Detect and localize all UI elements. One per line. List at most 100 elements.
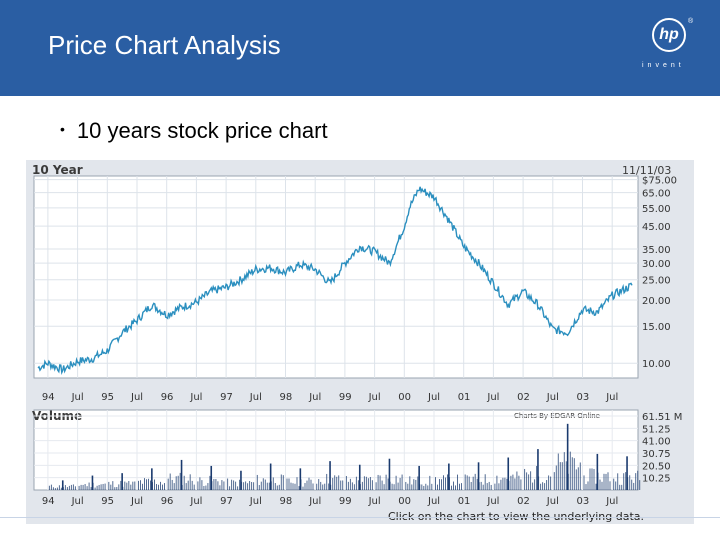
price-x-tick-label: 01	[458, 392, 471, 403]
volume-bar	[512, 474, 514, 490]
volume-y-tick-label: 30.75	[642, 449, 671, 460]
volume-bar	[185, 483, 187, 490]
volume-bar	[443, 475, 444, 490]
volume-bar	[389, 481, 391, 490]
volume-bar	[415, 479, 417, 490]
price-x-tick-label: 97	[220, 392, 233, 403]
hp-logo: hp ® invent	[638, 18, 700, 78]
volume-bar	[298, 486, 300, 490]
volume-x-tick-label: 03	[577, 496, 590, 507]
volume-bar	[621, 484, 623, 490]
volume-x-tick-label: 96	[161, 496, 174, 507]
volume-bar	[264, 479, 266, 490]
volume-bar	[486, 483, 488, 490]
volume-x-tick-label: Jul	[546, 496, 559, 507]
volume-bar	[405, 481, 407, 490]
volume-bar	[528, 474, 530, 490]
volume-bar	[626, 456, 628, 490]
volume-bar	[466, 475, 468, 490]
volume-bar	[146, 479, 147, 490]
price-x-tick-label: 94	[42, 392, 55, 403]
price-y-tick-label: 35.00	[642, 245, 671, 256]
volume-bar	[425, 483, 427, 490]
volume-bar	[369, 477, 371, 490]
volume-bar	[550, 476, 552, 490]
volume-bar	[407, 483, 409, 490]
volume-bar	[171, 479, 173, 490]
volume-bar	[310, 479, 312, 490]
volume-bar	[599, 479, 601, 490]
volume-bar	[575, 469, 577, 490]
price-chart-date: 11/11/03	[622, 164, 671, 177]
volume-bar	[367, 478, 369, 490]
hp-logo-mark: hp	[652, 18, 686, 52]
volume-bar	[474, 473, 476, 490]
volume-bar	[418, 465, 420, 490]
volume-bar	[241, 481, 243, 490]
price-x-tick-label: 98	[280, 392, 293, 403]
volume-x-tick-label: Jul	[130, 496, 143, 507]
volume-bar	[162, 484, 163, 490]
volume-bar	[150, 480, 151, 490]
volume-bar	[482, 484, 484, 490]
volume-bar	[240, 470, 242, 490]
volume-bar	[585, 484, 587, 490]
volume-bar	[605, 473, 607, 490]
stock-chart[interactable]: 10 Year 11/11/03 $75.00 65.00 55.00 45.00 35.0…	[26, 160, 694, 524]
volume-bar	[526, 472, 528, 490]
volume-bar	[269, 463, 272, 490]
volume-bar	[88, 482, 90, 490]
volume-x-tick-label: Jul	[71, 496, 84, 507]
volume-bar	[349, 478, 351, 490]
volume-bar	[130, 484, 132, 490]
volume-x-tick-label: 97	[220, 496, 233, 507]
volume-bar	[62, 487, 64, 490]
volume-bar	[397, 482, 399, 490]
volume-x-tick-label: Jul	[368, 496, 381, 507]
volume-bar	[546, 480, 548, 490]
volume-bar	[120, 480, 122, 490]
volume-bar	[223, 481, 225, 490]
price-x-tick-label: Jul	[427, 392, 440, 403]
volume-bar	[347, 481, 349, 490]
stock-chart-svg[interactable]: 10 Year 11/11/03$75.00 65.00 55.00 45.00 35.0…	[26, 160, 694, 524]
volume-bar	[447, 474, 448, 490]
price-x-tick-label: Jul	[486, 392, 499, 403]
volume-bar	[449, 477, 450, 490]
volume-bar	[86, 486, 88, 490]
volume-bar	[183, 475, 185, 490]
volume-bar	[534, 479, 536, 490]
volume-bar	[595, 483, 597, 490]
volume-bar	[468, 476, 470, 490]
volume-bar	[217, 481, 219, 490]
volume-bar	[361, 481, 363, 490]
volume-bar	[391, 483, 393, 490]
volume-bar	[510, 475, 512, 490]
volume-bar	[429, 475, 431, 490]
volume-bar	[520, 479, 522, 490]
price-x-tick-label: 96	[161, 392, 174, 403]
volume-bar	[559, 462, 561, 490]
volume-bar	[84, 484, 86, 490]
volume-bar	[587, 481, 589, 490]
volume-bar	[233, 480, 235, 490]
volume-bar	[637, 470, 639, 490]
volume-bar	[490, 484, 492, 490]
volume-bar	[431, 483, 433, 490]
volume-bar	[530, 471, 532, 490]
volume-bar	[152, 482, 153, 490]
volume-bar	[514, 478, 516, 490]
volume-bar	[294, 483, 296, 490]
volume-bar	[91, 475, 94, 490]
price-line	[37, 186, 633, 376]
volume-bar	[504, 477, 506, 490]
volume-bar	[302, 486, 304, 490]
volume-bar	[627, 477, 629, 490]
volume-bar	[488, 481, 490, 490]
volume-bar	[567, 473, 569, 490]
volume-bar	[542, 482, 544, 490]
price-y-tick-label: 15.00	[642, 322, 671, 333]
volume-bar	[330, 484, 332, 490]
volume-bar	[249, 480, 251, 490]
registered-mark: ®	[688, 18, 694, 25]
